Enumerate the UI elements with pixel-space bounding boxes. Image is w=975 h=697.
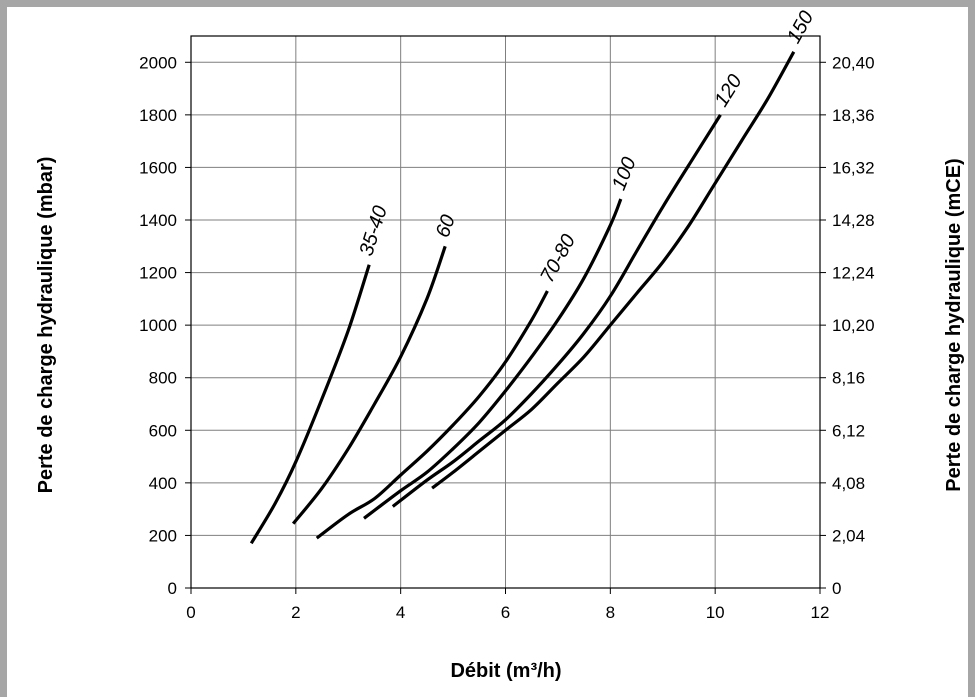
series-label-60: 60	[432, 212, 460, 240]
curve-labels: 35-40 60 70-80 100 120 150	[355, 7, 818, 286]
series-line-150	[431, 51, 796, 490]
y-axis-title-left: Perte de charge hydraulique (mbar)	[35, 157, 57, 494]
y-tick-label-left: 2000	[139, 53, 177, 72]
y-tick-label-left: 1000	[139, 316, 177, 335]
series-line-100	[363, 198, 623, 520]
y-tick-label-right: 4,08	[832, 474, 865, 493]
y-tick-label-right: 12,24	[832, 264, 875, 283]
y-tick-label-left: 1400	[139, 211, 177, 230]
series-line-60	[291, 245, 447, 525]
series-label-120: 120	[710, 71, 746, 111]
y-tick-label-right: 16,32	[832, 158, 875, 177]
y-tick-label-left: 0	[168, 579, 177, 598]
y-tick-label-right: 6,12	[832, 421, 865, 440]
y-tick-label-left: 400	[149, 474, 177, 493]
x-tick-label: 0	[186, 603, 195, 622]
y-axis-title-right: Perte de charge hydraulique (mCE)	[943, 158, 965, 491]
series-label-100: 100	[608, 154, 641, 193]
plot-area-border	[190, 35, 821, 589]
x-tick-label: 10	[706, 603, 725, 622]
grid	[185, 36, 826, 594]
y-tick-label-left: 1200	[139, 264, 177, 283]
y-tick-label-right: 2,04	[832, 526, 865, 545]
series-label-150: 150	[783, 7, 818, 47]
x-tick-label: 4	[396, 603, 405, 622]
y-tick-label-left: 1600	[139, 158, 177, 177]
y-tick-label-right: 10,20	[832, 316, 875, 335]
y-tick-label-left: 600	[149, 421, 177, 440]
x-tick-label: 6	[501, 603, 510, 622]
curves	[249, 51, 796, 545]
y-tick-label-right: 20,40	[832, 53, 875, 72]
y-tick-label-left: 200	[149, 526, 177, 545]
y-tick-label-left: 800	[149, 369, 177, 388]
y-tick-label-right: 18,36	[832, 106, 875, 125]
y-tick-label-right: 0	[832, 579, 841, 598]
x-tick-label: 2	[291, 603, 300, 622]
series-line-120	[391, 114, 722, 508]
y-tick-label-right: 14,28	[832, 211, 875, 230]
x-tick-label: 12	[811, 603, 830, 622]
series-line-35-40	[249, 264, 371, 545]
x-axis-title: Débit (m³/h)	[450, 660, 561, 682]
series-label-35-40: 35-40	[355, 203, 392, 258]
series-line-70-80	[315, 290, 549, 540]
y-tick-label-right: 8,16	[832, 369, 865, 388]
y-tick-label-left: 1800	[139, 106, 177, 125]
series-label-70-80: 70-80	[536, 231, 580, 286]
x-tick-label: 8	[606, 603, 615, 622]
